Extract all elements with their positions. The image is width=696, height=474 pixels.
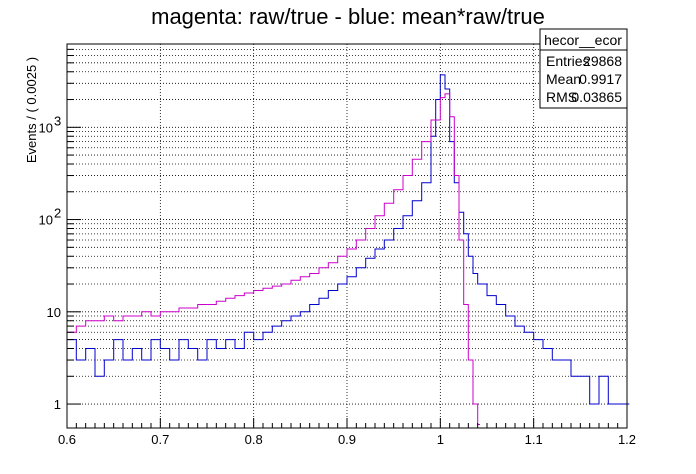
stats-mean-value: 0.9917: [579, 71, 622, 87]
stats-mean-label: Mean: [546, 71, 581, 87]
series-layer: [67, 74, 630, 425]
y-tick-exponent: 2: [54, 206, 61, 221]
chart-title: magenta: raw/true - blue: mean*raw/true: [151, 4, 545, 29]
x-tick-label: 0.6: [58, 432, 76, 447]
y-tick-label: 10: [39, 213, 53, 228]
stats-box: hecor__ecor Entries 29868 Mean 0.9917 RM…: [539, 28, 628, 109]
stats-rms-value: 0.03865: [571, 89, 622, 105]
x-tick-labels: 0.6 0.7 0.8 0.9 1 1.1 1.2: [58, 432, 636, 447]
x-tick-label: 0.7: [151, 432, 169, 447]
stats-rms-label: RMS: [546, 89, 577, 105]
series-blue-line: [67, 74, 630, 405]
y-tick-label: 10: [39, 120, 53, 135]
x-tick-label: 1: [437, 432, 444, 447]
y-axis-label: Events / ( 0.0025 ): [24, 57, 39, 163]
y-tick-exponent: 3: [54, 113, 61, 128]
axes: [66, 43, 628, 429]
series-magenta-line: [67, 93, 480, 425]
x-tick-label: 1.1: [525, 432, 543, 447]
y-tick-label: 10: [47, 305, 61, 320]
stats-box-title: hecor__ecor: [544, 32, 622, 48]
stats-entries-label: Entries: [546, 53, 590, 69]
grid-lines: [66, 43, 628, 428]
stats-box-frame: [539, 28, 628, 109]
x-tick-label: 0.8: [245, 432, 263, 447]
y-tick-label: 1: [54, 397, 61, 412]
stats-entries-value: 29868: [583, 53, 622, 69]
x-tick-label: 1.2: [618, 432, 636, 447]
x-tick-label: 0.9: [338, 432, 356, 447]
